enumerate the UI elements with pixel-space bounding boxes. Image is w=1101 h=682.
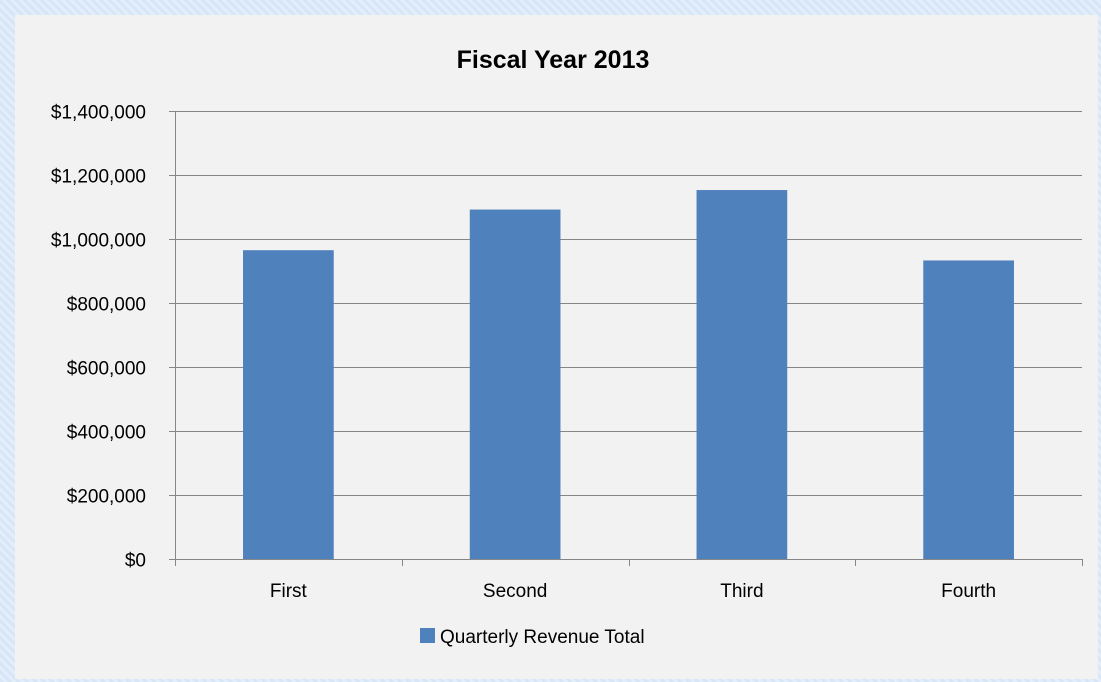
x-tick-labels: First Second Third Fourth [270,581,996,602]
bar-second [469,209,561,559]
bar-third [696,190,788,560]
x-tick-label: Second [483,581,547,602]
x-tick-label: Fourth [941,581,996,602]
bar-fourth [923,260,1014,559]
y-tick-label: $600,000 [67,359,146,380]
axes [169,111,1083,566]
legend-swatch [420,628,435,643]
bar-chart: Fiscal Year 2013 $0 $200,000 $400,000 $600,… [51,46,1083,648]
y-tick-label: $800,000 [67,295,146,316]
chart-panel: Fiscal Year 2013 $0 $200,000 $400,000 $600,… [15,15,1098,679]
y-tick-label: $1,000,000 [51,231,146,252]
x-tick-label: First [270,581,308,602]
y-tick-label: $400,000 [67,423,146,444]
bars [243,190,1014,560]
y-tick-label: $1,400,000 [51,103,146,124]
y-tick-label: $0 [125,551,146,572]
y-tick-labels: $0 $200,000 $400,000 $600,000 $800,000 $1,000… [51,103,146,572]
y-tick-label: $200,000 [67,487,146,508]
legend-label: Quarterly Revenue Total [440,627,645,648]
chart-title: Fiscal Year 2013 [457,46,650,74]
x-tick-label: Third [720,581,763,602]
legend: Quarterly Revenue Total [420,627,645,648]
bar-first [243,250,334,559]
y-tick-label: $1,200,000 [51,167,146,188]
